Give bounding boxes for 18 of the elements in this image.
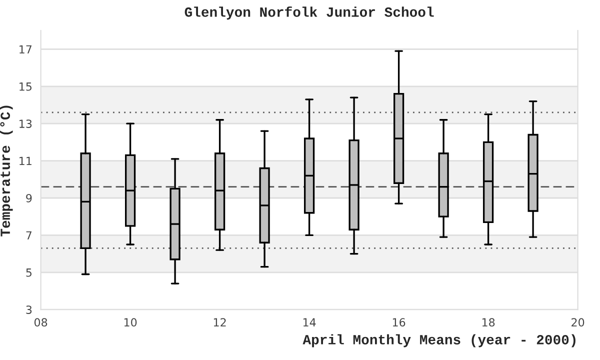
y-tick-label: 5 — [26, 268, 32, 277]
y-tick-label: 7 — [26, 231, 32, 240]
x-tick-label: 18 — [482, 318, 495, 327]
x-tick-label: 12 — [214, 318, 226, 326]
y-tick-label: 3 — [26, 306, 32, 314]
y-tick-label: 11 — [20, 156, 32, 166]
x-tick-label: 20 — [572, 318, 584, 327]
x-tick-label: 14 — [303, 318, 316, 326]
x-tick-label: 08 — [34, 318, 48, 327]
chart-title: Glenlyon Norfolk Junior School — [184, 6, 434, 20]
y-axis-title: Temperature (°C) — [0, 106, 13, 236]
y-tick-label: 17 — [20, 45, 32, 54]
x-tick-label: 10 — [124, 318, 137, 327]
x-axis-title: April Monthly Means (year - 2000) — [302, 334, 576, 348]
y-tick-label: 9 — [26, 194, 32, 202]
y-tick-label: 13 — [20, 120, 32, 128]
y-tick-label: 15 — [20, 82, 32, 91]
x-tick-label: 16 — [392, 318, 406, 327]
